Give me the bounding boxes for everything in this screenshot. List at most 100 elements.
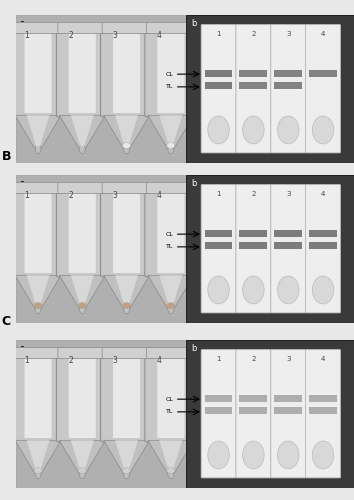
Text: 2: 2 bbox=[68, 356, 73, 365]
Polygon shape bbox=[15, 440, 61, 474]
Text: 2: 2 bbox=[68, 191, 73, 200]
Polygon shape bbox=[115, 276, 138, 306]
FancyBboxPatch shape bbox=[145, 28, 197, 117]
Ellipse shape bbox=[242, 276, 264, 304]
FancyBboxPatch shape bbox=[24, 192, 52, 273]
Text: 1: 1 bbox=[24, 31, 29, 40]
Ellipse shape bbox=[122, 468, 131, 473]
Polygon shape bbox=[59, 276, 105, 309]
Bar bbox=[274, 82, 302, 89]
Bar bbox=[309, 230, 337, 237]
Bar bbox=[274, 395, 302, 402]
Polygon shape bbox=[27, 276, 50, 306]
Bar bbox=[239, 82, 267, 89]
FancyBboxPatch shape bbox=[102, 22, 151, 34]
Text: 4: 4 bbox=[321, 31, 325, 37]
Bar bbox=[205, 407, 233, 414]
FancyBboxPatch shape bbox=[102, 348, 151, 358]
FancyBboxPatch shape bbox=[306, 184, 341, 313]
Text: a: a bbox=[19, 180, 24, 188]
FancyBboxPatch shape bbox=[306, 350, 341, 478]
Text: a: a bbox=[19, 344, 24, 354]
Polygon shape bbox=[159, 276, 182, 306]
Polygon shape bbox=[148, 276, 194, 309]
FancyBboxPatch shape bbox=[147, 22, 195, 34]
Text: CL: CL bbox=[165, 396, 173, 402]
Ellipse shape bbox=[312, 441, 334, 469]
FancyBboxPatch shape bbox=[56, 354, 108, 442]
Ellipse shape bbox=[167, 302, 175, 308]
Ellipse shape bbox=[242, 116, 264, 144]
Bar bbox=[239, 242, 267, 249]
Bar bbox=[239, 407, 267, 414]
Text: A: A bbox=[2, 0, 11, 3]
Polygon shape bbox=[103, 440, 149, 474]
FancyBboxPatch shape bbox=[24, 357, 52, 438]
FancyBboxPatch shape bbox=[101, 28, 153, 117]
Text: TL: TL bbox=[166, 244, 173, 250]
FancyBboxPatch shape bbox=[24, 32, 52, 113]
Text: 3: 3 bbox=[286, 356, 291, 362]
FancyBboxPatch shape bbox=[147, 182, 195, 194]
Polygon shape bbox=[103, 276, 149, 309]
FancyBboxPatch shape bbox=[147, 348, 195, 358]
Ellipse shape bbox=[34, 302, 42, 308]
Ellipse shape bbox=[312, 276, 334, 304]
Bar bbox=[309, 395, 337, 402]
Ellipse shape bbox=[167, 468, 175, 473]
Bar bbox=[205, 82, 233, 89]
Ellipse shape bbox=[34, 468, 42, 473]
FancyBboxPatch shape bbox=[306, 24, 341, 153]
FancyBboxPatch shape bbox=[145, 354, 197, 442]
Polygon shape bbox=[148, 116, 194, 149]
Ellipse shape bbox=[35, 145, 41, 154]
FancyBboxPatch shape bbox=[56, 28, 108, 117]
FancyBboxPatch shape bbox=[101, 354, 153, 442]
Bar bbox=[239, 230, 267, 237]
FancyBboxPatch shape bbox=[69, 357, 96, 438]
Ellipse shape bbox=[78, 302, 86, 308]
Ellipse shape bbox=[35, 470, 41, 478]
Text: 3: 3 bbox=[113, 356, 118, 365]
FancyBboxPatch shape bbox=[157, 192, 184, 273]
Ellipse shape bbox=[167, 142, 175, 148]
Ellipse shape bbox=[208, 116, 229, 144]
Polygon shape bbox=[71, 116, 94, 146]
Polygon shape bbox=[115, 116, 138, 146]
Text: 4: 4 bbox=[321, 191, 325, 197]
Text: C: C bbox=[2, 315, 11, 328]
Ellipse shape bbox=[168, 145, 174, 154]
Polygon shape bbox=[27, 116, 50, 146]
FancyBboxPatch shape bbox=[113, 357, 140, 438]
FancyBboxPatch shape bbox=[69, 32, 96, 113]
Bar bbox=[309, 407, 337, 414]
FancyBboxPatch shape bbox=[13, 348, 62, 358]
FancyBboxPatch shape bbox=[271, 24, 306, 153]
Ellipse shape bbox=[208, 276, 229, 304]
Ellipse shape bbox=[124, 470, 130, 478]
Text: 3: 3 bbox=[113, 31, 118, 40]
Text: 1: 1 bbox=[24, 356, 29, 365]
FancyBboxPatch shape bbox=[236, 184, 271, 313]
FancyBboxPatch shape bbox=[58, 348, 107, 358]
FancyBboxPatch shape bbox=[13, 22, 62, 34]
Ellipse shape bbox=[122, 142, 131, 148]
Text: 3: 3 bbox=[286, 191, 291, 197]
FancyBboxPatch shape bbox=[102, 182, 151, 194]
Polygon shape bbox=[159, 116, 182, 146]
Polygon shape bbox=[59, 440, 105, 474]
Ellipse shape bbox=[35, 305, 41, 314]
Text: 2: 2 bbox=[68, 31, 73, 40]
Ellipse shape bbox=[278, 116, 299, 144]
FancyBboxPatch shape bbox=[201, 350, 236, 478]
Text: 4: 4 bbox=[321, 356, 325, 362]
FancyBboxPatch shape bbox=[145, 188, 197, 277]
Text: TL: TL bbox=[166, 410, 173, 414]
Ellipse shape bbox=[79, 145, 85, 154]
Ellipse shape bbox=[122, 302, 131, 308]
Bar bbox=[205, 70, 233, 77]
Polygon shape bbox=[115, 440, 138, 472]
Ellipse shape bbox=[168, 305, 174, 314]
Bar bbox=[274, 230, 302, 237]
Bar bbox=[274, 70, 302, 77]
